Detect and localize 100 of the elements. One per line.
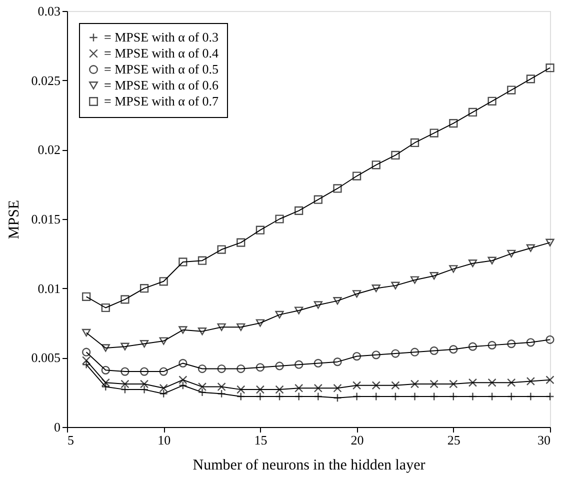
point <box>449 345 458 354</box>
y-tick-label: 0 <box>54 420 60 434</box>
point <box>256 319 265 327</box>
point <box>391 381 400 390</box>
point <box>468 342 478 351</box>
x-tick-label: 10 <box>158 432 171 448</box>
point <box>101 366 110 374</box>
point <box>236 364 246 374</box>
x-axis-title: Number of neurons in the hidden layer <box>192 458 426 474</box>
point <box>488 340 496 350</box>
point <box>430 380 438 388</box>
point <box>159 277 168 286</box>
point <box>468 378 478 387</box>
point <box>526 74 535 84</box>
point <box>178 376 188 384</box>
point <box>333 358 342 366</box>
legend-label: = MPSE with α of 0.4 <box>104 46 220 60</box>
point <box>82 328 91 337</box>
point <box>391 150 400 160</box>
point <box>468 260 478 268</box>
legend-label: = MPSE with α of 0.7 <box>104 94 220 108</box>
point <box>410 276 420 284</box>
x-tick-label: 25 <box>447 432 460 448</box>
point <box>275 214 284 224</box>
point <box>120 342 130 350</box>
point <box>140 340 149 348</box>
point <box>217 323 226 331</box>
point <box>159 337 168 345</box>
point <box>314 195 322 204</box>
point <box>198 364 207 374</box>
point <box>526 338 535 347</box>
point <box>488 96 496 106</box>
point <box>488 378 496 387</box>
point <box>372 160 380 170</box>
point <box>372 381 380 390</box>
point <box>120 295 130 304</box>
y-tick-label: 0.01 <box>38 280 60 296</box>
point <box>217 245 226 254</box>
point <box>140 367 149 376</box>
point <box>101 344 110 352</box>
x-tick-label: 30 <box>538 432 550 448</box>
point <box>314 384 322 392</box>
point <box>159 384 168 392</box>
point <box>352 290 362 298</box>
y-tick-label: 0.005 <box>31 350 60 366</box>
point <box>82 356 91 365</box>
point <box>275 385 284 394</box>
point <box>507 86 516 94</box>
point <box>526 244 535 252</box>
point <box>546 238 554 246</box>
point <box>468 108 478 117</box>
point <box>120 367 130 376</box>
point <box>256 363 265 372</box>
point <box>333 297 342 305</box>
point <box>294 306 304 314</box>
point <box>275 310 284 318</box>
point <box>372 284 380 292</box>
legend-label: = MPSE with α of 0.6 <box>104 78 220 92</box>
point <box>101 303 110 312</box>
point <box>352 381 362 390</box>
point <box>546 335 554 344</box>
point <box>140 284 149 293</box>
y-tick-label: 0.03 <box>38 4 60 18</box>
x-tick-label: 5 <box>68 432 74 448</box>
point <box>140 380 149 388</box>
y-tick-label: 0.025 <box>31 72 60 88</box>
point <box>488 256 496 264</box>
point <box>217 382 226 392</box>
point <box>294 206 304 215</box>
point <box>391 282 400 290</box>
x-tick-label: 20 <box>350 432 364 448</box>
point <box>236 323 246 331</box>
point <box>314 358 322 368</box>
point <box>507 378 516 387</box>
point <box>430 346 438 356</box>
y-axis-title: MPSE <box>6 200 22 240</box>
legend-label: = MPSE with α of 0.5 <box>104 62 219 76</box>
x-tick-label: 15 <box>254 432 268 448</box>
point <box>430 272 438 280</box>
point <box>526 376 535 386</box>
point <box>333 184 342 193</box>
point <box>178 358 188 368</box>
point <box>256 385 265 394</box>
point <box>198 328 207 336</box>
point <box>294 360 304 369</box>
point <box>217 364 226 374</box>
point <box>198 382 207 392</box>
point <box>410 348 420 356</box>
point <box>120 380 130 388</box>
point <box>256 226 265 234</box>
point <box>410 138 420 148</box>
point <box>178 258 188 266</box>
point <box>236 238 246 247</box>
point <box>449 380 458 388</box>
point <box>198 256 207 265</box>
point <box>82 348 91 356</box>
point <box>178 326 188 334</box>
point <box>546 376 554 384</box>
point <box>372 350 380 360</box>
point <box>333 384 342 392</box>
